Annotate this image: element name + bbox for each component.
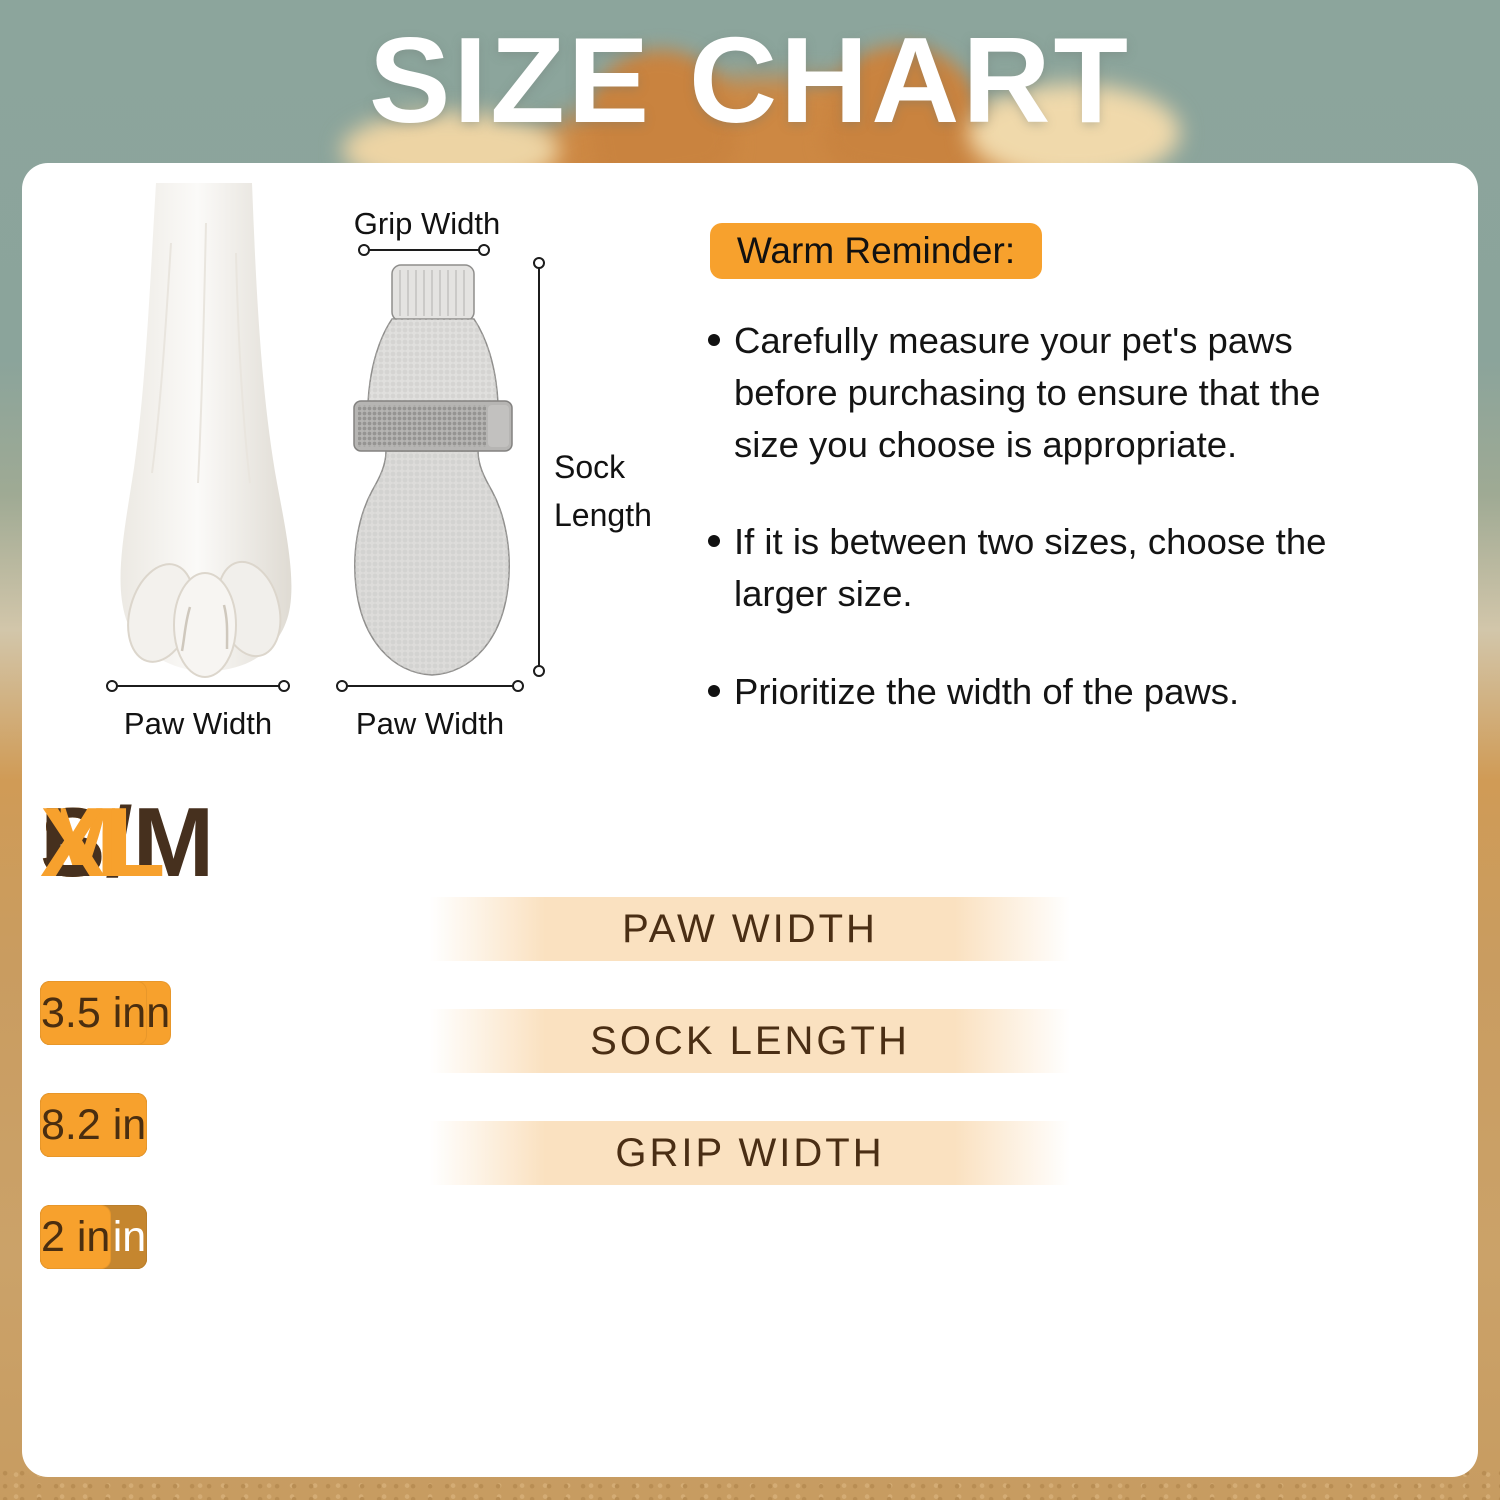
page-title: SIZE CHART [369, 12, 1131, 148]
size-header-l: L [40, 787, 100, 897]
reminder-bullet-text: Prioritize the width of the paws. [734, 671, 1240, 713]
size-header-m: M [40, 787, 122, 897]
warm-reminder-heading: Warm Reminder: [710, 223, 1042, 279]
size-chart-card: Grip Width Sock Length Paw Width Paw Wid… [22, 163, 1478, 1477]
section-band-grip-width: GRIP WIDTH [430, 1121, 1070, 1185]
reminder-bullet: Carefully measure your pet's paws before… [706, 315, 1406, 470]
grip-width-label: Grip Width [353, 206, 501, 241]
paw-width-dimension-line-photo [106, 680, 290, 692]
reminder-bullet-text: If it is between two sizes, choose the l… [734, 521, 1327, 615]
sock-illustration [353, 264, 513, 676]
size-header-s: S [40, 787, 106, 897]
paw-width-label-photo: Paw Width [123, 706, 273, 741]
sock-length-label: Sock Length [554, 449, 652, 533]
grip-width-dimension-line [358, 244, 490, 256]
paw-width-dimension-line-sock [336, 680, 524, 692]
size-cell: 3.5 in [40, 981, 148, 1045]
size-cell: 2 in [40, 1205, 112, 1269]
dog-paw-photo [120, 183, 292, 678]
reminder-bullet: If it is between two sizes, choose the l… [706, 516, 1406, 620]
paw-width-label-sock: Paw Width [355, 706, 505, 741]
reminder-bullet-text: Carefully measure your pet's paws before… [734, 320, 1321, 465]
sock-length-dimension-line [533, 257, 545, 677]
size-cell: 8.2 in [40, 1093, 148, 1157]
size-table: S S/M M L XL PAW WIDTH 1.8 in 2.1 in 2.5… [40, 791, 1460, 1269]
size-header-row: S S/M M L XL [40, 791, 1460, 893]
reminder-bullet-list: Carefully measure your pet's paws before… [706, 315, 1406, 718]
section-band-sock-length: SOCK LENGTH [430, 1009, 1070, 1073]
reminder-bullet: Prioritize the width of the paws. [706, 666, 1406, 718]
size-header-xl: XL [40, 787, 166, 897]
size-header-sm: S/M [40, 787, 215, 897]
section-band-paw-width: PAW WIDTH [430, 897, 1070, 961]
